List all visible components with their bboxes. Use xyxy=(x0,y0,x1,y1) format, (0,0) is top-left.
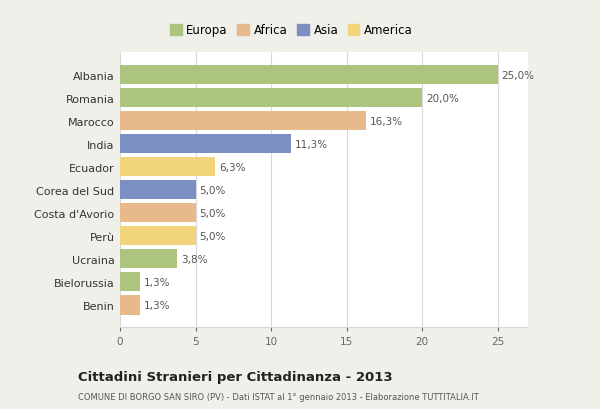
Text: COMUNE DI BORGO SAN SIRO (PV) - Dati ISTAT al 1° gennaio 2013 - Elaborazione TUT: COMUNE DI BORGO SAN SIRO (PV) - Dati IST… xyxy=(78,392,479,401)
Bar xyxy=(120,180,196,200)
Legend: Europa, Africa, Asia, America: Europa, Africa, Asia, America xyxy=(166,21,416,41)
Bar xyxy=(120,249,178,269)
Bar xyxy=(120,203,196,223)
Text: 11,3%: 11,3% xyxy=(295,139,328,149)
Text: 1,3%: 1,3% xyxy=(143,277,170,287)
Bar xyxy=(120,295,140,315)
Text: 6,3%: 6,3% xyxy=(219,162,245,172)
Bar xyxy=(120,272,140,292)
Bar xyxy=(120,89,422,108)
Bar xyxy=(120,65,498,85)
Text: 5,0%: 5,0% xyxy=(199,208,226,218)
Text: 5,0%: 5,0% xyxy=(199,231,226,241)
Text: 3,8%: 3,8% xyxy=(181,254,208,264)
Bar xyxy=(120,135,291,154)
Text: 20,0%: 20,0% xyxy=(426,93,459,103)
Bar xyxy=(120,157,215,177)
Text: Cittadini Stranieri per Cittadinanza - 2013: Cittadini Stranieri per Cittadinanza - 2… xyxy=(78,370,392,383)
Bar xyxy=(120,112,367,131)
Text: 1,3%: 1,3% xyxy=(143,300,170,310)
Bar xyxy=(120,226,196,246)
Text: 25,0%: 25,0% xyxy=(502,70,535,81)
Text: 16,3%: 16,3% xyxy=(370,116,403,126)
Text: 5,0%: 5,0% xyxy=(199,185,226,195)
